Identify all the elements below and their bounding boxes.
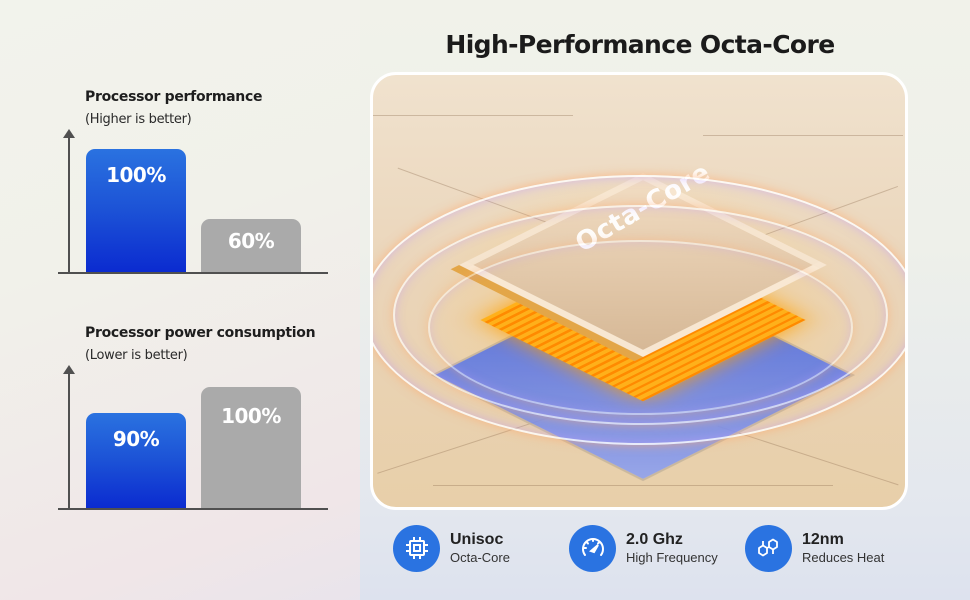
- page-title: High-Performance Octa-Core: [445, 30, 835, 59]
- feature-cpu: Unisoc Octa-Core: [393, 524, 510, 572]
- glow-ring: [428, 240, 853, 415]
- glow-ring: [373, 175, 905, 445]
- feature-title: 2.0 Ghz: [626, 531, 683, 548]
- chart-subtitle: (Lower is better): [85, 348, 188, 363]
- performance-chart: Processor performance (Higher is better)…: [58, 85, 330, 275]
- feature-title: Unisoc: [450, 531, 504, 548]
- speedometer-icon: [569, 524, 616, 572]
- feature-process-node: 12nm Reduces Heat: [745, 524, 884, 572]
- hexagon-molecule-icon: [745, 524, 792, 572]
- chart-title: Processor power consumption: [85, 325, 316, 341]
- bar-value-label: 100%: [106, 163, 166, 187]
- circuit-trace: [703, 135, 903, 136]
- y-axis-arrow-icon: [63, 365, 75, 374]
- feature-subtitle: High Frequency: [626, 550, 718, 565]
- hero-chip-image: Octa-Core: [370, 72, 908, 510]
- y-axis-arrow-icon: [63, 129, 75, 138]
- feature-title: 12nm: [802, 531, 844, 548]
- bar-comparison: 100%: [201, 387, 301, 508]
- x-axis: [58, 508, 328, 510]
- chart-title: Processor performance: [85, 89, 263, 105]
- power-consumption-chart: Processor power consumption (Lower is be…: [58, 321, 330, 511]
- cpu-chip-icon: [393, 524, 440, 572]
- feature-subtitle: Reduces Heat: [802, 550, 885, 565]
- feature-subtitle: Octa-Core: [450, 550, 510, 565]
- glow-ring: [393, 205, 888, 425]
- circuit-trace: [433, 485, 833, 486]
- bar-comparison: 60%: [201, 219, 301, 272]
- chart-subtitle: (Higher is better): [85, 112, 192, 127]
- y-axis: [68, 137, 70, 273]
- bar-value-label: 60%: [227, 229, 275, 253]
- feature-frequency: 2.0 Ghz High Frequency: [569, 524, 718, 572]
- y-axis: [68, 373, 70, 509]
- bar-ours: 90%: [86, 413, 186, 508]
- circuit-trace: [373, 115, 573, 116]
- x-axis: [58, 272, 328, 274]
- bar-value-label: 100%: [221, 404, 281, 428]
- bar-value-label: 90%: [112, 427, 160, 451]
- bar-ours: 100%: [86, 149, 186, 272]
